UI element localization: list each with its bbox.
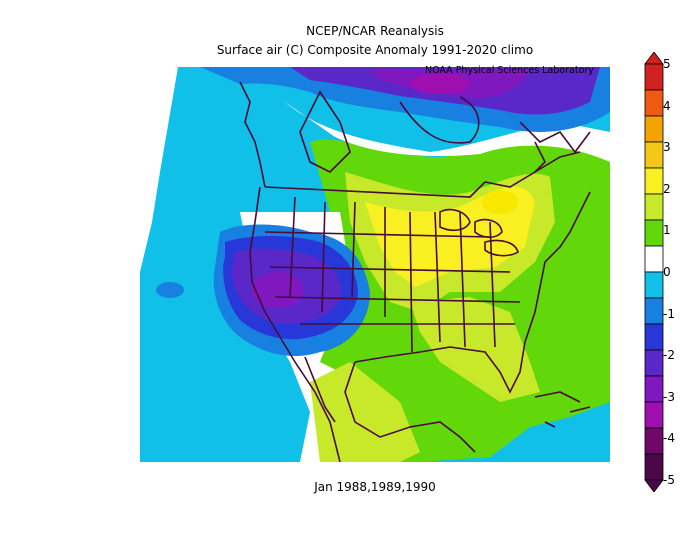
colorbar-tick-label: 1 (663, 223, 671, 238)
anomaly-zero-north (285, 102, 610, 162)
figure-title: NCEP/NCAR Reanalysis (306, 24, 444, 38)
colorbar-segment (644, 323, 664, 351)
boundary-lines (239, 81, 591, 462)
date-caption: Jan 1988,1989,1990 (314, 480, 436, 494)
colorbar-segment (644, 141, 664, 169)
colorbar (644, 52, 664, 492)
colorbar-tick-label: -4 (663, 431, 675, 446)
anomaly-peak-plus3 (482, 190, 518, 214)
colorbar-tick-label: 5 (663, 57, 671, 71)
colorbar-segment (644, 427, 664, 455)
colorbar-tick-label: -5 (663, 473, 675, 487)
anomaly-north-minus4 (410, 74, 470, 94)
anomaly-map (140, 67, 610, 462)
colorbar-segment (644, 167, 664, 195)
colorbar-tick-label: -1 (663, 306, 675, 321)
credit-label: NOAA Physical Sciences Laboratory (425, 65, 594, 76)
anomaly-region-gulf (310, 362, 420, 462)
colorbar-tick-label: 2 (663, 181, 671, 196)
colorbar-segment (644, 453, 664, 481)
colorbar-segment (644, 193, 664, 221)
anomaly-core-minus3p5 (252, 272, 304, 308)
colorbar-tick-label: 4 (663, 98, 671, 113)
colorbar-tick-label: 0 (663, 265, 671, 279)
colorbar-segment (644, 271, 664, 299)
colorbar-tick-label: 3 (663, 140, 671, 155)
colorbar-bottom-arrow (644, 479, 664, 492)
figure-subtitle: Surface air (C) Composite Anomaly 1991-2… (216, 43, 534, 57)
colorbar-segment (644, 219, 664, 247)
colorbar-top-arrow (644, 52, 664, 65)
colorbar-segment (644, 349, 664, 377)
colorbar-segment (644, 297, 664, 325)
colorbar-segment (644, 375, 664, 403)
anomaly-offshore-patch (156, 282, 184, 298)
colorbar-segment (644, 89, 664, 117)
colorbar-segment (644, 401, 664, 429)
colorbar-segment (644, 245, 664, 273)
colorbar-segment (644, 115, 664, 143)
colorbar-segment (644, 63, 664, 91)
colorbar-tick-label: -3 (663, 389, 675, 404)
colorbar-tick-label: -2 (663, 348, 675, 363)
